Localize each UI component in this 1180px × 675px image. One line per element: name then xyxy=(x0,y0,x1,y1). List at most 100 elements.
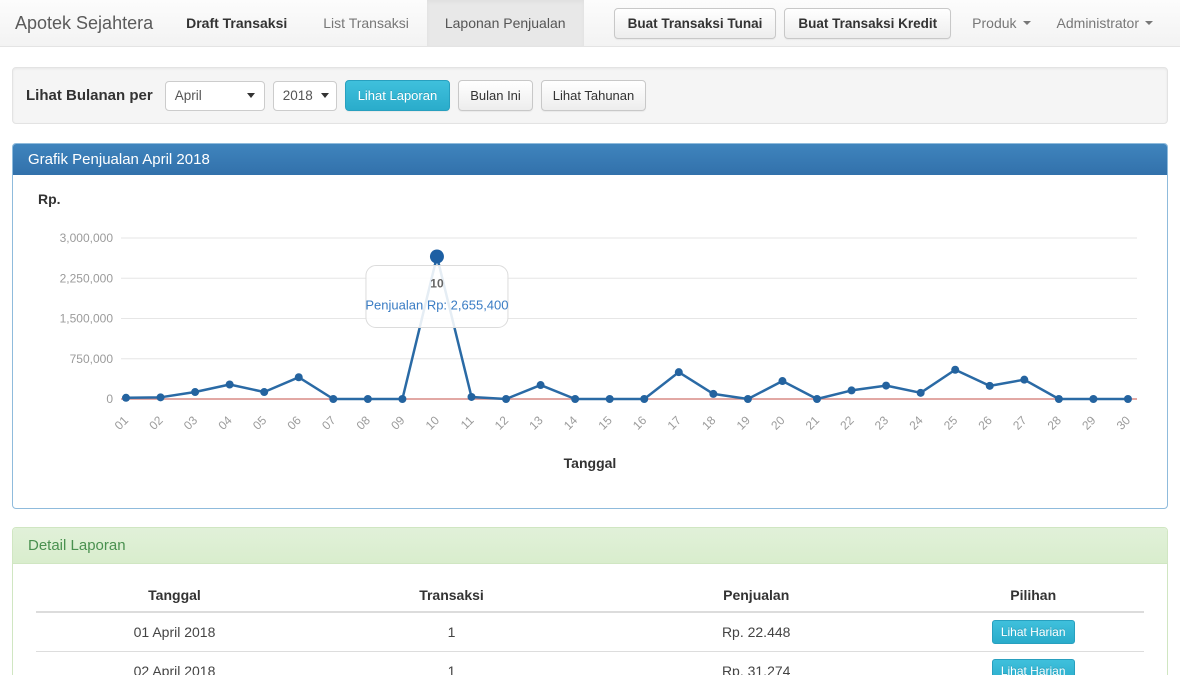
buat-transaksi-tunai-button[interactable]: Buat Transaksi Tunai xyxy=(613,7,777,39)
x-tick-label: 20 xyxy=(768,413,788,433)
caret-down-icon xyxy=(1145,21,1153,25)
col-header-tanggal: Tanggal xyxy=(36,579,313,613)
tooltip-value: Penjualan Rp: 2,655,400 xyxy=(365,297,508,312)
x-tick-label: 14 xyxy=(561,413,581,433)
data-point[interactable] xyxy=(1123,395,1132,403)
lihat-laporan-button[interactable]: Lihat Laporan xyxy=(344,80,451,111)
x-tick-label: 26 xyxy=(976,413,996,433)
x-tick-label: 08 xyxy=(354,413,374,433)
nav-item-list-transaksi[interactable]: List Transaksi xyxy=(323,15,409,31)
data-point[interactable] xyxy=(1054,395,1063,403)
nav-item-laporan-penjualan[interactable]: Laponan Penjualan xyxy=(426,0,584,46)
data-point[interactable] xyxy=(294,373,303,382)
data-point[interactable] xyxy=(536,381,545,390)
table-row: 02 April 2018 1 Rp. 31.274 Lihat Harian xyxy=(36,651,1144,675)
data-point[interactable] xyxy=(640,395,649,403)
data-point[interactable] xyxy=(1089,395,1098,403)
x-tick-label: 22 xyxy=(837,413,857,433)
col-header-penjualan: Penjualan xyxy=(590,579,923,613)
month-select[interactable]: April xyxy=(164,80,265,111)
x-tick-label: 07 xyxy=(319,413,339,433)
highlighted-data-point[interactable] xyxy=(429,249,444,264)
data-point[interactable] xyxy=(156,393,165,402)
data-point[interactable] xyxy=(985,381,994,390)
x-tick-label: 29 xyxy=(1079,413,1099,433)
data-point[interactable] xyxy=(191,388,200,397)
detail-panel: Detail Laporan Tanggal Transaksi Penjual… xyxy=(12,527,1168,675)
table-row: 01 April 2018 1 Rp. 22.448 Lihat Harian xyxy=(36,611,1144,652)
brand[interactable]: Apotek Sejahtera xyxy=(15,12,154,33)
data-point[interactable] xyxy=(674,368,683,377)
data-point[interactable] xyxy=(398,395,407,403)
data-point[interactable] xyxy=(363,395,372,403)
tooltip xyxy=(365,264,509,328)
x-tick-label: 05 xyxy=(250,413,270,433)
bulan-ini-button[interactable]: Bulan Ini xyxy=(458,80,533,111)
x-tick-label: 12 xyxy=(492,413,512,433)
x-tick-label: 11 xyxy=(458,413,477,432)
x-tick-label: 06 xyxy=(285,413,305,433)
x-tick-label: 03 xyxy=(181,413,201,433)
sales-amount-cell: Rp. 22.448 xyxy=(590,611,923,652)
x-tick-label: 27 xyxy=(1010,413,1030,433)
navbar-right: Buat Transaksi Tunai Buat Transaksi Kred… xyxy=(613,0,1180,46)
data-point[interactable] xyxy=(605,395,614,403)
data-point[interactable] xyxy=(571,395,580,403)
y-tick-label: 3,000,000 xyxy=(60,231,114,245)
data-point[interactable] xyxy=(813,395,821,403)
action-cell: Lihat Harian xyxy=(922,651,1144,675)
tooltip-day: 10 xyxy=(430,276,444,290)
year-select-value: 2018 xyxy=(282,88,313,103)
x-tick-label: 15 xyxy=(595,413,615,433)
data-point[interactable] xyxy=(329,395,338,403)
col-header-pilihan: Pilihan xyxy=(922,579,1144,613)
x-tick-label: 01 xyxy=(112,413,132,433)
y-tick-label: 0 xyxy=(106,392,113,406)
caret-down-icon xyxy=(320,93,329,98)
data-point[interactable] xyxy=(951,365,960,374)
lihat-tahunan-button[interactable]: Lihat Tahunan xyxy=(540,80,647,111)
data-point[interactable] xyxy=(709,389,718,398)
data-point[interactable] xyxy=(225,380,234,389)
month-select-value: April xyxy=(174,88,202,103)
x-tick-label: 23 xyxy=(872,413,892,433)
data-point[interactable] xyxy=(778,377,787,386)
x-tick-label: 10 xyxy=(423,413,443,433)
buat-transaksi-kredit-button[interactable]: Buat Transaksi Kredit xyxy=(784,7,952,39)
detail-panel-title: Detail Laporan xyxy=(13,528,1167,564)
data-point[interactable] xyxy=(1020,375,1029,384)
data-point[interactable] xyxy=(916,388,925,397)
filter-label: Lihat Bulanan per xyxy=(26,87,153,104)
y-tick-label: 2,250,000 xyxy=(60,271,114,285)
transaction-count-cell: 1 xyxy=(313,651,590,675)
x-axis-title: Tanggal xyxy=(563,455,617,471)
produk-dropdown[interactable]: Produk xyxy=(959,15,1043,31)
lihat-harian-button[interactable]: Lihat Harian xyxy=(991,620,1075,644)
report-table: Tanggal Transaksi Penjualan Pilihan 01 A… xyxy=(36,579,1144,675)
data-point[interactable] xyxy=(467,392,476,401)
produk-dropdown-label: Produk xyxy=(972,15,1017,31)
x-tick-label: 25 xyxy=(941,413,961,433)
sales-series-line xyxy=(124,255,1130,401)
nav-item-draft-transaksi[interactable]: Draft Transaksi xyxy=(186,15,288,31)
data-point[interactable] xyxy=(743,395,752,403)
x-tick-label: 24 xyxy=(906,413,926,433)
y-tick-label: 1,500,000 xyxy=(60,312,114,326)
data-point[interactable] xyxy=(882,381,891,390)
data-point[interactable] xyxy=(122,393,130,402)
caret-down-icon xyxy=(1022,21,1031,25)
detail-panel-body: Tanggal Transaksi Penjualan Pilihan 01 A… xyxy=(13,564,1167,675)
year-select[interactable]: 2018 xyxy=(272,80,337,111)
data-point[interactable] xyxy=(847,386,856,395)
x-tick-label: 17 xyxy=(665,413,685,433)
chart-panel: Grafik Penjualan April 2018 Rp. 3,000,00… xyxy=(12,143,1168,509)
sales-line-chart[interactable]: 3,000,000 2,250,000 1,500,000 750,000 0 01 02 0… xyxy=(33,207,1157,453)
data-point[interactable] xyxy=(260,388,269,397)
x-tick-label: 19 xyxy=(734,413,754,433)
chart-panel-body: Rp. 3,000,000 2,250,000 1,500,000 750,000 0 0… xyxy=(13,175,1167,508)
lihat-harian-button[interactable]: Lihat Harian xyxy=(991,659,1075,675)
data-point[interactable] xyxy=(502,395,511,403)
administrator-dropdown-label: Administrator xyxy=(1056,15,1139,31)
col-header-transaksi: Transaksi xyxy=(313,579,590,613)
administrator-dropdown[interactable]: Administrator xyxy=(1044,15,1166,31)
